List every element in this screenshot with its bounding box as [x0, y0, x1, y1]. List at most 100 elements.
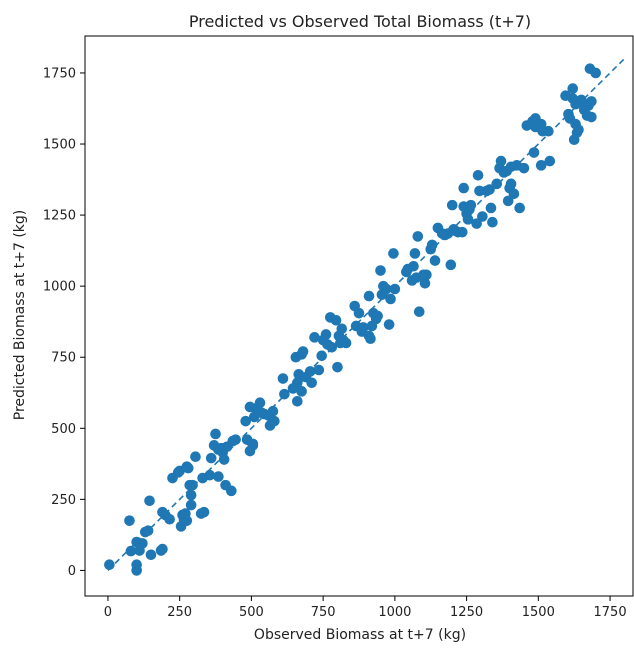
data-point: [365, 333, 376, 345]
data-point: [326, 341, 338, 353]
y-tick-label: 750: [51, 351, 76, 366]
data-point: [240, 415, 251, 427]
data-point: [190, 451, 201, 463]
data-point: [297, 346, 309, 357]
data-point: [543, 125, 554, 137]
y-tick-label: 1750: [43, 66, 76, 81]
data-point: [198, 506, 210, 518]
data-point: [330, 314, 342, 326]
data-point: [187, 479, 198, 491]
data-point: [505, 178, 517, 190]
data-point: [514, 202, 525, 214]
data-point: [157, 543, 168, 555]
data-point: [292, 395, 303, 407]
data-point: [458, 182, 470, 194]
data-point: [389, 283, 401, 295]
data-point: [408, 260, 419, 272]
data-point: [421, 269, 432, 281]
data-point: [137, 538, 148, 549]
data-point: [508, 188, 520, 200]
data-point: [320, 329, 332, 340]
data-point: [518, 162, 530, 174]
data-point: [465, 199, 477, 211]
x-tick-label: 1750: [594, 605, 627, 620]
data-point: [544, 155, 556, 167]
plot-frame: [84, 35, 634, 597]
data-point: [471, 218, 482, 229]
data-point: [388, 248, 399, 259]
data-point: [363, 290, 375, 302]
data-point: [226, 485, 237, 497]
data-point: [412, 231, 424, 242]
data-point: [445, 259, 457, 271]
data-point: [429, 255, 441, 266]
chart-title: Predicted vs Observed Total Biomass (t+7…: [189, 12, 531, 31]
data-point: [316, 350, 328, 362]
data-point: [296, 386, 307, 397]
data-point: [413, 306, 425, 318]
data-point: [419, 278, 431, 289]
data-point: [358, 322, 369, 333]
data-point: [383, 319, 395, 330]
data-point: [409, 248, 421, 259]
data-point: [124, 515, 135, 526]
data-point: [247, 438, 259, 450]
axes-layer: 0 250 500 750 1000 1250 1500 1750 0 250 500 750 1000…: [43, 35, 634, 620]
data-point: [279, 388, 290, 400]
data-point: [380, 283, 392, 295]
data-point: [145, 549, 157, 561]
data-point: [277, 373, 289, 384]
x-tick-label: 1250: [450, 605, 483, 620]
data-point: [131, 559, 142, 571]
x-tick-label: 750: [311, 605, 336, 620]
data-point: [340, 337, 352, 349]
data-point: [213, 471, 224, 482]
data-point: [205, 452, 217, 464]
data-point: [306, 377, 317, 389]
x-tick-label: 250: [167, 605, 192, 620]
data-point: [573, 124, 584, 136]
x-tick-label: 0: [104, 605, 112, 620]
data-point: [254, 397, 266, 409]
data-point: [385, 293, 396, 305]
data-point: [210, 428, 221, 440]
data-point: [313, 364, 325, 376]
x-axis-label: Observed Biomass at t+7 (kg): [254, 627, 466, 643]
data-point: [104, 559, 115, 571]
data-point: [586, 111, 597, 123]
data-point: [462, 214, 474, 225]
y-tick-label: 1250: [43, 209, 76, 224]
data-point: [477, 211, 488, 222]
y-tick-label: 250: [51, 493, 76, 508]
data-point: [142, 525, 154, 536]
data-point: [164, 513, 175, 525]
data-point: [472, 169, 484, 181]
y-tick-label: 1500: [43, 138, 76, 153]
data-point: [185, 489, 197, 501]
x-tick-label: 500: [239, 605, 264, 620]
data-point: [375, 265, 386, 276]
data-point: [456, 226, 468, 238]
data-point: [426, 239, 438, 251]
data-point: [182, 462, 194, 474]
data-point: [181, 515, 193, 526]
data-point: [372, 310, 383, 322]
data-point: [446, 199, 458, 211]
data-point: [309, 332, 320, 343]
data-point: [185, 499, 197, 511]
data-point: [336, 323, 348, 335]
data-point: [304, 366, 316, 377]
data-point: [576, 94, 587, 106]
data-point: [567, 83, 579, 94]
data-point: [535, 160, 547, 171]
data-point: [353, 307, 365, 319]
y-axis-label: Predicted Biomass at t+7 (kg): [12, 210, 28, 421]
data-point: [269, 415, 280, 427]
data-point: [204, 469, 216, 481]
y-tick-label: 1000: [43, 280, 76, 295]
data-point: [586, 96, 597, 107]
y-tick-label: 0: [68, 564, 76, 579]
x-tick-label: 1500: [522, 605, 555, 620]
